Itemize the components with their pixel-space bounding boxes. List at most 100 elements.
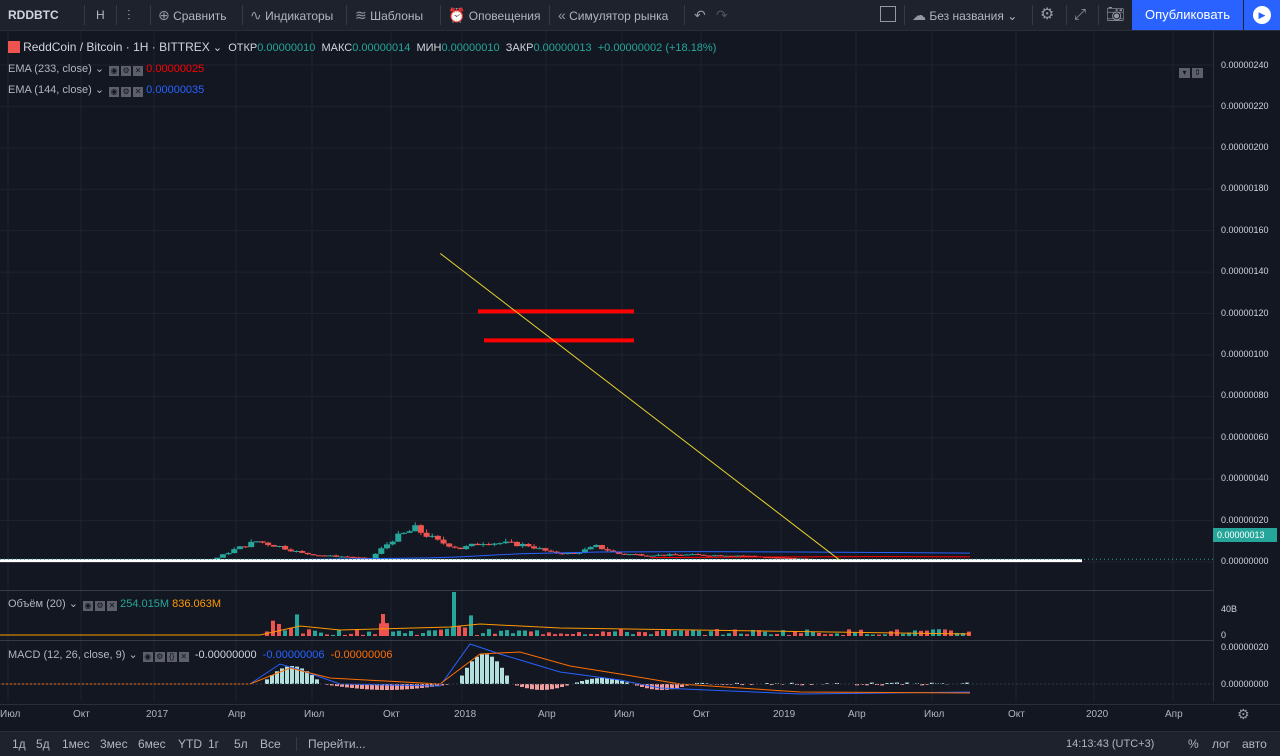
- macd-histogram-bar: [600, 678, 604, 684]
- eye-icon[interactable]: ◉: [83, 601, 93, 611]
- volume-bar: [805, 630, 809, 636]
- indicators-icon: ∿: [250, 7, 262, 23]
- indicators-button[interactable]: ∿ Индикаторы: [250, 0, 333, 30]
- compare-button[interactable]: ⊕ Сравнить: [158, 0, 227, 30]
- range-button[interactable]: Все: [260, 732, 281, 756]
- candles-icon[interactable]: ⫶: [127, 0, 131, 30]
- volume-axis-label: 40B: [1221, 604, 1237, 614]
- volume-bar: [817, 633, 821, 636]
- volume-bar: [691, 630, 695, 636]
- time-label: Окт: [73, 709, 90, 720]
- settings-icon[interactable]: ⚙: [155, 652, 165, 662]
- close-icon[interactable]: ✕: [133, 87, 143, 97]
- chevron-down-icon: ⌄: [69, 598, 78, 610]
- close-icon[interactable]: ✕: [133, 66, 143, 76]
- range-button[interactable]: 5л: [234, 732, 248, 756]
- candle-body: [684, 555, 690, 556]
- interval-button[interactable]: H: [96, 0, 105, 30]
- eye-icon[interactable]: ◉: [143, 652, 153, 662]
- play-icon: ▶: [1253, 6, 1271, 24]
- range-button[interactable]: 5д: [36, 732, 50, 756]
- collapse-icon[interactable]: ▾: [1179, 68, 1190, 78]
- candle-body: [639, 554, 645, 555]
- goto-button[interactable]: Перейти...: [308, 732, 366, 756]
- volume-bar: [679, 630, 683, 636]
- symbol-title[interactable]: ReddCoin / Bitcoin · 1H · BITTREX: [23, 40, 210, 54]
- ema233-legend[interactable]: EMA (233, close) ⌄ ◉⚙✕ 0.00000025: [8, 62, 204, 76]
- layout-name-menu[interactable]: ☁ Без названия ⌄: [912, 0, 1017, 30]
- braces-icon[interactable]: {}: [167, 652, 177, 662]
- publish-play-button[interactable]: ▶: [1244, 0, 1280, 30]
- close-icon[interactable]: ✕: [107, 601, 117, 611]
- eye-icon[interactable]: ◉: [109, 66, 119, 76]
- volume-bar: [769, 634, 773, 636]
- fullscreen-toggle[interactable]: [880, 0, 896, 30]
- settings-icon[interactable]: ⚙: [121, 87, 131, 97]
- maximize-icon[interactable]: ⇕: [1192, 68, 1203, 78]
- macd-histogram-bar: [265, 679, 269, 684]
- candle-body: [695, 554, 701, 555]
- time-label: Июл: [924, 709, 944, 720]
- candle-body: [424, 533, 430, 537]
- candle-body: [661, 555, 667, 556]
- symbol-search[interactable]: RDDBTC: [8, 0, 59, 30]
- price-label: 0.00000200: [1221, 142, 1269, 152]
- alerts-button[interactable]: ⏰ Оповещения: [448, 0, 540, 30]
- range-button[interactable]: 1г: [208, 732, 219, 756]
- price-label: 0.00000000: [1221, 556, 1269, 566]
- volume-bar: [403, 633, 407, 636]
- candle-body: [271, 545, 277, 547]
- alarm-clock-icon: ⏰: [448, 7, 465, 23]
- volume-bar: [487, 629, 491, 636]
- macd-legend[interactable]: MACD (12, 26, close, 9) ⌄ ◉⚙{}✕ -0.00000…: [8, 648, 392, 662]
- redo-icon[interactable]: ↷: [716, 0, 728, 30]
- range-button[interactable]: 3мес: [100, 732, 128, 756]
- divider: [242, 5, 243, 25]
- volume-bar: [301, 634, 305, 636]
- volume-label: Объём (20): [8, 598, 66, 610]
- templates-button[interactable]: ≋ Шаблоны: [355, 0, 423, 30]
- fullscreen-icon[interactable]: ⤢: [1074, 0, 1086, 30]
- time-label: 2020: [1086, 709, 1108, 720]
- volume-bar: [685, 631, 689, 636]
- replay-button[interactable]: « Симулятор рынка: [558, 0, 668, 30]
- clock[interactable]: 14:13:43 (UTC+3): [1066, 732, 1154, 756]
- macd-histogram-bar: [415, 684, 419, 688]
- alerts-label: Оповещения: [469, 9, 541, 23]
- range-button[interactable]: 1мес: [62, 732, 90, 756]
- settings-icon[interactable]: ⚙: [95, 601, 105, 611]
- price-axis[interactable]: [1213, 31, 1280, 701]
- log-toggle[interactable]: лог: [1212, 732, 1230, 756]
- volume-bar: [289, 628, 293, 636]
- candle-body: [774, 557, 780, 558]
- candle-body: [339, 557, 345, 558]
- rewind-icon: «: [558, 7, 566, 23]
- ema233-value: 0.00000025: [146, 63, 204, 75]
- candle-body: [418, 525, 424, 533]
- percent-toggle[interactable]: %: [1188, 732, 1199, 756]
- eye-icon[interactable]: ◉: [109, 87, 119, 97]
- close-icon[interactable]: ✕: [179, 652, 189, 662]
- range-button[interactable]: YTD: [178, 732, 202, 756]
- range-button[interactable]: 6мес: [138, 732, 166, 756]
- undo-icon[interactable]: ↶: [694, 0, 706, 30]
- divider: [346, 5, 347, 25]
- settings-gear-icon[interactable]: ⚙: [1040, 0, 1054, 30]
- candle-body: [520, 544, 526, 546]
- volume-legend[interactable]: Объём (20) ⌄ ◉⚙✕ 254.015M 836.063M: [8, 597, 221, 611]
- publish-button[interactable]: Опубликовать: [1132, 0, 1243, 30]
- settings-icon[interactable]: ⚙: [121, 66, 131, 76]
- divider: [150, 5, 151, 25]
- chevron-down-icon: ⌄: [1007, 9, 1017, 23]
- ema144-legend[interactable]: EMA (144, close) ⌄ ◉⚙✕ 0.00000035: [8, 83, 204, 97]
- candle-body: [514, 542, 520, 546]
- camera-icon[interactable]: 📷︎: [1106, 0, 1125, 30]
- volume-bar: [475, 635, 479, 636]
- macd-histogram-bar: [505, 676, 509, 684]
- range-button[interactable]: 1д: [12, 732, 26, 756]
- auto-toggle[interactable]: авто: [1242, 732, 1267, 756]
- candle-body: [446, 543, 452, 546]
- gear-icon[interactable]: ⚙: [1237, 706, 1250, 723]
- time-label: Июл: [304, 709, 324, 720]
- cloud-icon: ☁: [912, 7, 926, 23]
